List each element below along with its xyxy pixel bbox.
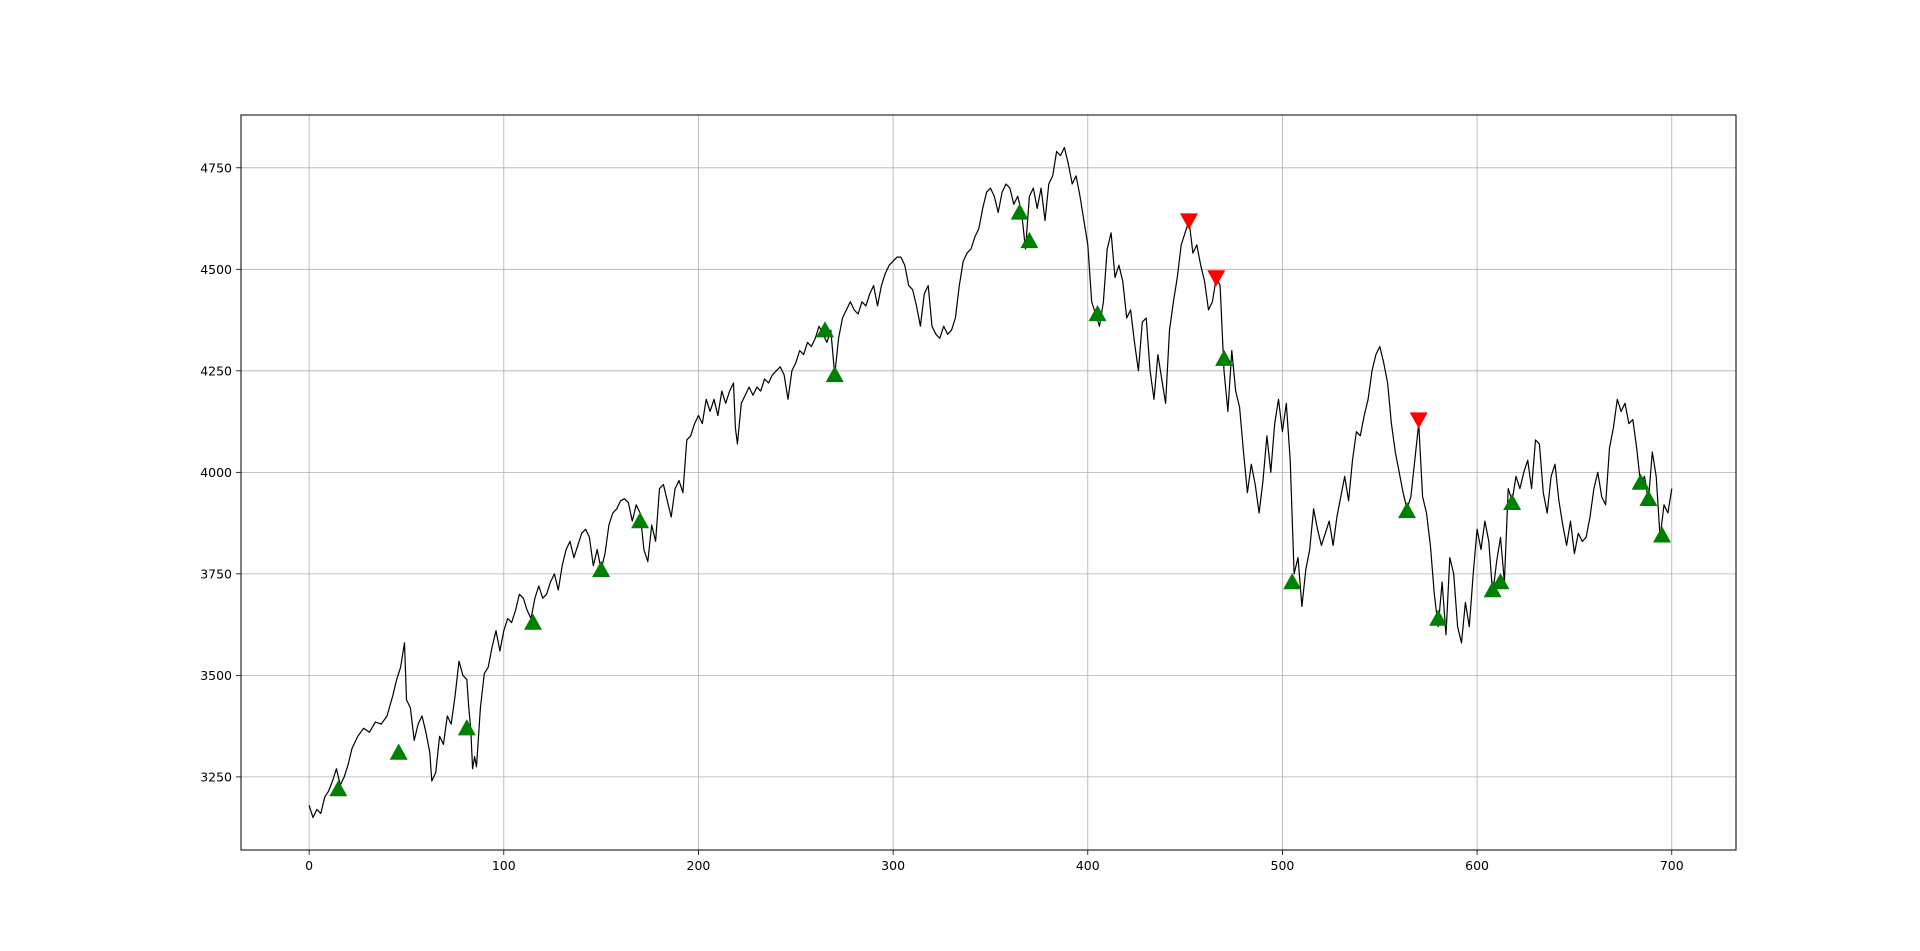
y-tick-label: 3500	[200, 668, 232, 683]
x-tick-label: 700	[1660, 858, 1684, 873]
buy-marker	[329, 780, 348, 797]
y-tick-label: 4000	[200, 465, 232, 480]
buy-marker	[1429, 609, 1448, 626]
x-tick-label: 200	[687, 858, 711, 873]
grid	[241, 115, 1736, 850]
x-tick-label: 400	[1076, 858, 1100, 873]
buy-marker	[1503, 493, 1522, 511]
x-axis: 0 100 200 300 400 500 600 700	[305, 850, 1684, 873]
plot-frame	[240, 114, 1737, 851]
buy-marker	[1483, 581, 1502, 598]
price-series	[308, 146, 1673, 819]
y-axis: 3250 3500 3750 4000 4250 4500 4750	[200, 160, 241, 784]
buy-marker	[825, 365, 844, 383]
sell-marker	[1207, 270, 1226, 287]
buy-marker	[1010, 203, 1029, 220]
buy-marker	[1020, 231, 1039, 249]
y-tick-label: 4500	[200, 262, 232, 277]
x-tick-label: 0	[305, 858, 313, 873]
x-tick-label: 100	[492, 858, 516, 873]
buy-marker	[523, 613, 542, 630]
buy-marker	[1491, 572, 1510, 590]
buy-marker	[1631, 473, 1650, 490]
buy-marker	[1653, 526, 1672, 543]
y-tick-label: 3750	[200, 566, 232, 581]
price-line	[308, 146, 1673, 819]
buy-marker	[592, 560, 611, 578]
buy-marker	[631, 512, 650, 529]
signal-markers	[329, 203, 1672, 797]
x-tick-label: 600	[1465, 858, 1489, 873]
buy-marker	[1398, 501, 1417, 519]
x-tick-label: 300	[881, 858, 905, 873]
buy-marker	[1639, 489, 1658, 506]
sell-marker	[1180, 213, 1199, 230]
buy-marker	[1283, 572, 1302, 590]
y-tick-label: 3250	[200, 769, 232, 784]
buy-marker	[1215, 349, 1234, 366]
y-tick-label: 4250	[200, 363, 232, 378]
x-tick-label: 500	[1271, 858, 1295, 873]
y-tick-label: 4750	[200, 160, 232, 175]
buy-marker	[457, 719, 476, 736]
sell-marker	[1409, 412, 1428, 429]
buy-marker	[389, 743, 408, 760]
buy-marker	[1088, 304, 1107, 322]
buy-marker	[815, 321, 834, 338]
